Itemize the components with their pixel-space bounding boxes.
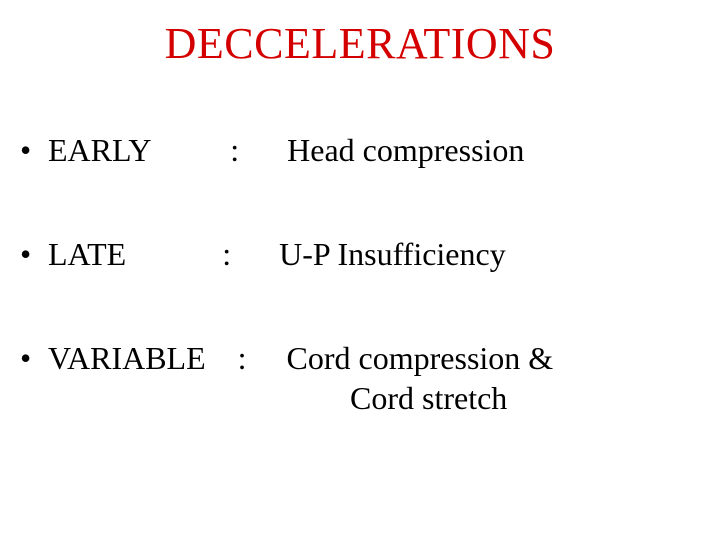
- list-item: • EARLY : Head compression: [20, 130, 700, 170]
- bullet-icon: •: [20, 130, 48, 170]
- slide: DECCELERATIONS • EARLY : Head compressio…: [0, 0, 720, 540]
- item-label: LATE :: [48, 234, 231, 274]
- list-item: • LATE : U-P Insufficiency: [20, 234, 700, 274]
- bullet-list: • EARLY : Head compression • LATE : U-P …: [20, 130, 700, 418]
- item-description-line2: Cord stretch: [20, 378, 700, 418]
- slide-title: DECCELERATIONS: [0, 18, 720, 69]
- item-description: Cord compression &: [247, 338, 554, 378]
- item-label: EARLY :: [48, 130, 239, 170]
- bullet-icon: •: [20, 338, 48, 378]
- item-label: VARIABLE :: [48, 338, 247, 378]
- bullet-icon: •: [20, 234, 48, 274]
- item-description: Head compression: [239, 130, 524, 170]
- item-description: U-P Insufficiency: [231, 234, 506, 274]
- list-item: • VARIABLE : Cord compression &: [20, 338, 700, 378]
